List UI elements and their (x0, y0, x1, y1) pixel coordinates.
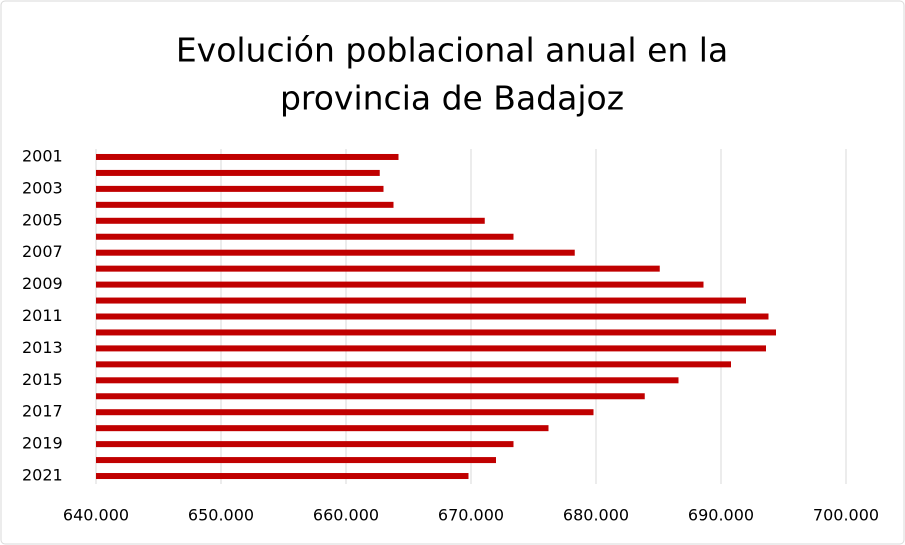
bar (96, 185, 384, 192)
y-tick-label: 2011 (22, 306, 63, 325)
y-tick-label: 2005 (22, 210, 63, 229)
x-tick-label: 650.000 (188, 506, 254, 525)
bar (96, 329, 776, 336)
chart-title: Evolución poblacional anual en la (176, 31, 728, 70)
y-tick-label: 2017 (22, 402, 63, 421)
y-tick-label: 2003 (22, 178, 63, 197)
bar (96, 361, 731, 368)
bar (96, 313, 769, 320)
x-tick-label: 640.000 (63, 506, 129, 525)
bar (96, 153, 399, 160)
bar (96, 409, 594, 416)
x-tick-label: 700.000 (813, 506, 879, 525)
y-tick-label: 2013 (22, 338, 63, 357)
bar (96, 169, 380, 176)
bar (96, 457, 496, 464)
y-tick-label: 2021 (22, 466, 63, 485)
bar (96, 425, 549, 432)
y-tick-label: 2007 (22, 242, 63, 261)
y-tick-label: 2015 (22, 370, 63, 389)
x-tick-label: 690.000 (688, 506, 754, 525)
y-tick-label: 2009 (22, 274, 63, 293)
x-tick-label: 680.000 (563, 506, 629, 525)
bar (96, 201, 394, 208)
y-tick-label: 2019 (22, 434, 63, 453)
bar (96, 393, 645, 400)
bar (96, 249, 575, 256)
bar (96, 281, 704, 288)
bar (96, 473, 469, 480)
x-tick-label: 660.000 (313, 506, 379, 525)
bar (96, 441, 514, 448)
y-tick-label: 2001 (22, 146, 63, 165)
x-tick-label: 670.000 (438, 506, 504, 525)
chart-title: provincia de Badajoz (280, 79, 624, 118)
bar (96, 377, 679, 384)
bar (96, 345, 766, 352)
bar (96, 217, 485, 224)
bar (96, 233, 514, 240)
bar (96, 297, 746, 304)
bar (96, 265, 660, 272)
